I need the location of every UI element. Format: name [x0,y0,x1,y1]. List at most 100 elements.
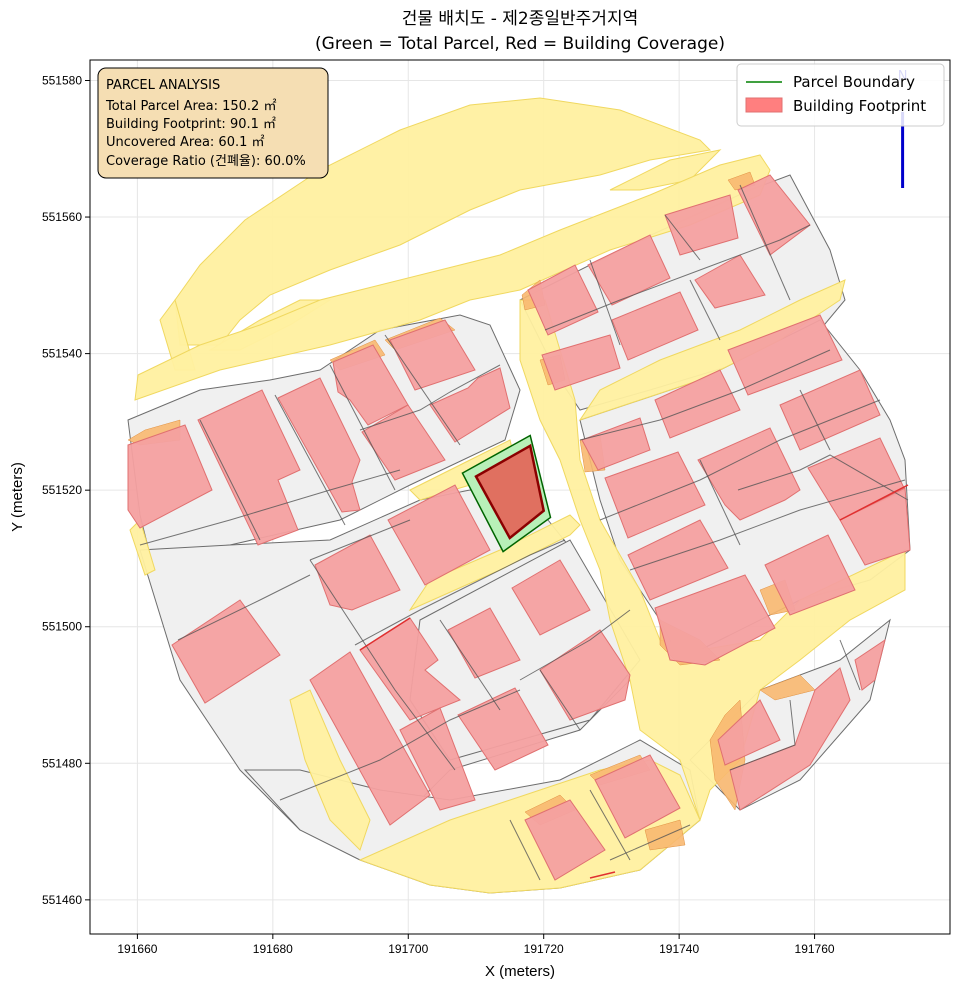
parcel-line [439,619,501,711]
parcel-line [519,609,631,681]
x-tick-label: 191760 [795,942,835,956]
road-area [134,154,771,401]
building-footprint [839,487,911,566]
building-footprint [764,534,856,616]
x-tick-label: 191680 [253,942,293,956]
building-footprint [389,319,476,391]
parcel-line [629,479,906,571]
parcel-line [609,824,691,861]
y-tick-label: 551480 [42,756,82,770]
highlight-line [589,871,616,879]
building-footprint [727,314,843,396]
info-line-coverage: Coverage Ratio (건폐율): 60.0% [106,154,306,169]
highlight-line [359,617,411,651]
x-tick-label: 191660 [117,942,157,956]
parcel-line [177,574,311,641]
y-tick-label: 551580 [42,73,82,87]
info-line-uncovered: Uncovered Area: 60.1 ㎡ [106,135,265,150]
info-line-footprint: Building Footprint: 90.1 ㎡ [106,117,276,132]
highlight-line [839,484,909,521]
parcel-analysis-box: PARCEL ANALYSIS Total Parcel Area: 150.2… [97,67,329,179]
building-footprint [511,559,591,636]
building-footprint [127,424,213,529]
x-axis: 191660 191680 191700 191720 191740 191760 [117,934,835,956]
chart-title-line2: (Green = Total Parcel, Red = Building Co… [315,34,725,54]
parcel-line [599,399,881,521]
parcel-line [384,334,461,446]
legend-building-patch-icon [745,97,783,113]
parcel-line [139,469,401,546]
building-footprint [627,519,729,601]
building-footprint [694,254,766,309]
building-footprint [524,799,606,881]
legend-parcel-label: Parcel Boundary [793,73,915,91]
road-area [609,149,722,191]
building-footprint [604,451,706,539]
building-footprint [332,344,409,426]
y-axis: 551460 551480 551500 551520 551540 551560 5515… [42,73,90,907]
parcel-line [309,519,411,561]
parcel-line [359,364,501,431]
parcel-line [799,389,831,451]
y-tick-label: 551560 [42,210,82,224]
y-tick-label: 551540 [42,347,82,361]
parcel-line [664,214,701,261]
building-footprint [729,667,851,811]
building-footprint [527,264,599,336]
building-footprint [664,194,739,256]
parcel-line [279,689,521,801]
parcel-line [199,419,261,541]
building-footprint [457,687,549,771]
parcel-line [509,819,541,881]
building-footprint [717,699,781,766]
chart-title-line1: 건물 배치도 - 제2종일반주거지역 [402,9,638,29]
road-area [174,97,712,346]
x-tick-label: 191740 [659,942,699,956]
info-line-total-area: Total Parcel Area: 150.2 ㎡ [105,99,276,114]
building-footprint [429,367,511,443]
parcel-line [729,699,796,771]
parcel-line [539,669,581,731]
building-footprint [387,484,491,586]
building-footprint [171,599,281,704]
parcel-line [354,539,566,646]
parcel-line [579,349,831,441]
building-footprint [697,427,801,521]
parcel-line [689,279,721,341]
y-tick-label: 551520 [42,483,82,497]
building-footprint [447,607,521,679]
parcel-line [544,224,811,331]
road-area [289,689,371,851]
building-footprint [309,651,431,826]
building-footprint [611,291,699,361]
parcel-line [329,364,396,491]
plot-frame [89,59,951,935]
info-title: PARCEL ANALYSIS [106,78,220,93]
building-footprint [654,574,776,666]
building-footprint [587,234,671,306]
map-layers: N [127,69,911,894]
highlight-lines [359,484,909,879]
buildings-layer [127,174,911,881]
parcel-line [839,639,861,691]
parcel-line [589,259,621,346]
building-footprint [539,629,631,721]
building-footprint [277,377,361,513]
legend-building-label: Building Footprint [793,97,926,115]
parcel-line [699,459,741,546]
x-tick-label: 191700 [388,942,428,956]
y-tick-label: 551460 [42,893,82,907]
y-axis-label: Y (meters) [9,462,26,532]
parcel-line [739,184,791,301]
building-footprint [399,707,476,811]
parcel-line [274,394,346,526]
building-footprint [594,754,681,839]
parcel-line [589,789,631,861]
building-footprint [581,417,651,471]
building-footprint [361,404,446,481]
x-axis-label: X (meters) [485,963,555,980]
target-building-footprint [474,443,546,540]
x-tick-label: 191720 [524,942,564,956]
